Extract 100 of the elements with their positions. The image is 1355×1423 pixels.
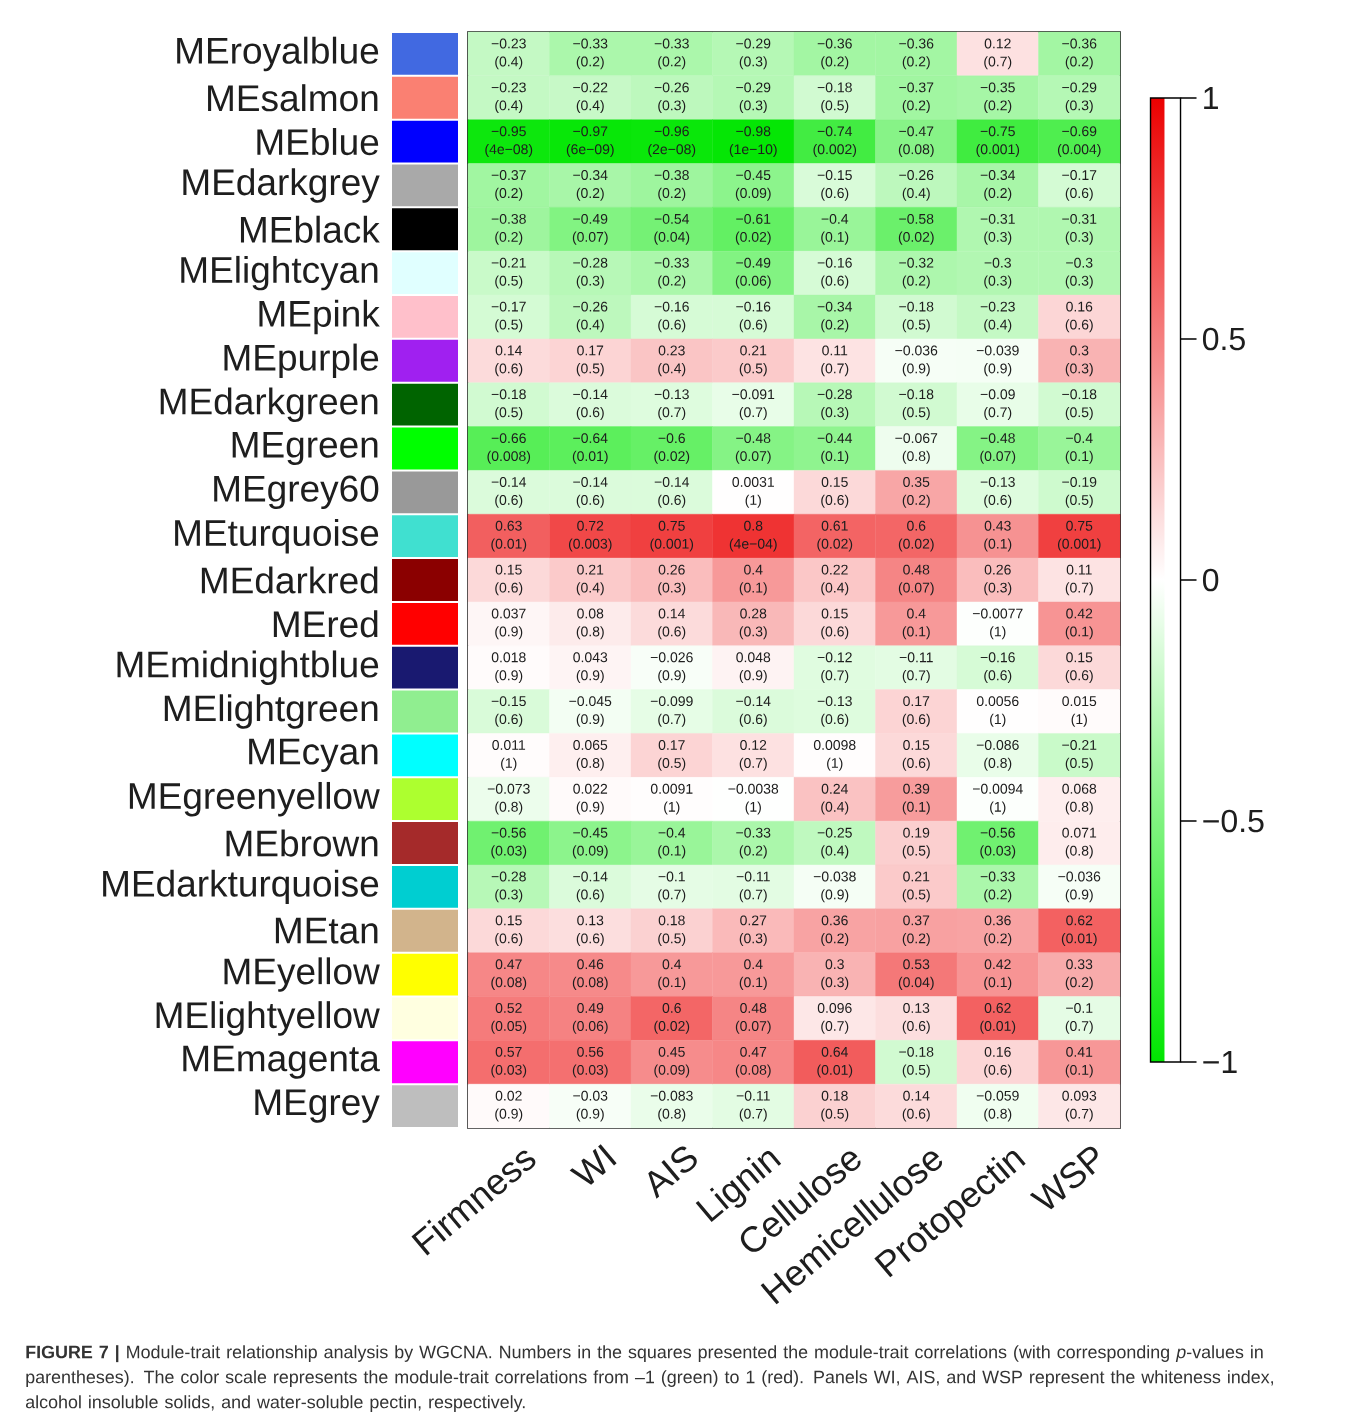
data-label: 0.28 (0.3) <box>739 608 767 640</box>
y-tick-label: MEred <box>273 610 378 638</box>
data-label: 0.048 (0.9) <box>736 652 771 684</box>
color-bar-label: 0 <box>1202 568 1219 592</box>
data-label: 0.21 (0.5) <box>902 871 930 903</box>
y-tick-label: MEyellow <box>224 957 380 992</box>
data-label: −0.11 (0.7) <box>899 652 933 684</box>
data-label: −0.059 (0.8) <box>976 1090 1019 1122</box>
y-tick-label: MEgreenyellow <box>129 781 380 817</box>
data-label: 0.15 (0.6) <box>821 608 849 640</box>
data-label: 0.13 (0.6) <box>902 1003 930 1034</box>
data-label: −0.073 (0.8) <box>487 783 530 815</box>
data-label: 0.0091 (1) <box>650 783 693 815</box>
data-label: −0.31 (0.3) <box>980 213 1015 245</box>
data-label: −0.49 (0.07) <box>572 213 608 245</box>
data-label: −0.48 (0.07) <box>735 433 771 464</box>
data-label: 0.47 (0.08) <box>491 959 527 990</box>
data-label: −0.37 (0.2) <box>899 82 934 114</box>
y-tick-label: MEpink <box>259 299 380 335</box>
data-label: −0.091 (0.7) <box>732 389 775 420</box>
data-label: 0.75 (0.001) <box>1057 520 1101 552</box>
data-label: −0.13 (0.6) <box>980 476 1015 508</box>
data-label: −0.18 (0.5) <box>491 389 526 420</box>
data-label: −0.036 (0.9) <box>1058 871 1101 903</box>
data-label: −0.045 (0.9) <box>569 696 612 727</box>
data-label: −0.56 (0.03) <box>491 827 527 859</box>
data-label: −0.4 (0.1) <box>821 213 849 245</box>
data-label: −0.66 (0.008) <box>487 433 531 464</box>
x-tick-label: AIS <box>648 1146 697 1199</box>
data-label: −0.96 (2e−08) <box>648 126 696 157</box>
data-label: −0.37 (0.2) <box>491 170 526 201</box>
data-label: −0.48 (0.07) <box>980 433 1016 464</box>
x-tick-label: WI <box>569 1144 617 1185</box>
data-label: −0.49 (0.06) <box>735 257 771 289</box>
data-label: 0.37 (0.2) <box>902 915 930 947</box>
data-label: −0.15 (0.6) <box>491 696 526 727</box>
data-label: −0.38 (0.2) <box>654 170 689 201</box>
data-label: 0.75 (0.001) <box>650 520 694 552</box>
data-label: −0.58 (0.02) <box>898 213 934 245</box>
data-label: −0.33 (0.2) <box>654 38 689 70</box>
data-label: 0.46 (0.08) <box>572 959 608 990</box>
y-tick-label: MEgreen <box>232 431 378 466</box>
data-label: 0.48 (0.07) <box>898 564 934 596</box>
data-label: 0.62 (0.01) <box>980 1003 1016 1034</box>
data-label: −0.6 (0.02) <box>654 433 690 464</box>
data-label: −0.0077 (1) <box>972 608 1023 640</box>
data-label: −0.26 (0.3) <box>654 82 689 114</box>
data-label: −0.18 (0.5) <box>899 1046 934 1078</box>
data-label: −0.14 (0.6) <box>573 389 608 420</box>
data-label: −0.47 (0.08) <box>898 126 934 157</box>
data-label: −0.45 (0.09) <box>735 170 771 201</box>
data-label: 0.071 (0.8) <box>1062 827 1097 859</box>
data-label: −0.31 (0.3) <box>1062 213 1097 245</box>
y-tick-label: MEgrey <box>255 1089 380 1123</box>
data-label: 0.068 (0.8) <box>1062 783 1097 815</box>
data-label: 0.33 (0.2) <box>1065 959 1093 990</box>
data-label: −0.083 (0.8) <box>650 1090 693 1122</box>
data-label: 0.6 (0.02) <box>898 520 934 552</box>
data-label: −0.13 (0.7) <box>654 389 689 420</box>
data-label: 0.47 (0.08) <box>735 1046 771 1078</box>
data-label: 0.19 (0.5) <box>902 827 930 859</box>
data-label: 0.14 (0.6) <box>658 608 686 640</box>
data-label: −0.14 (0.6) <box>573 476 608 508</box>
data-label: −0.4 (0.1) <box>1065 433 1093 464</box>
data-label: −0.28 (0.3) <box>491 871 526 903</box>
data-label: −0.26 (0.4) <box>899 170 934 201</box>
data-label: −0.34 (0.2) <box>817 301 853 333</box>
data-label: 0.22 (0.4) <box>821 564 849 596</box>
data-label: −0.35 (0.2) <box>980 82 1015 114</box>
color-bar-label: −0.5 <box>1203 809 1264 833</box>
data-label: −0.38 (0.2) <box>491 213 526 245</box>
data-label: −0.18 (0.5) <box>817 82 852 114</box>
data-label: −0.33 (0.2) <box>980 871 1015 903</box>
data-label: −0.17 (0.6) <box>1062 170 1097 201</box>
data-label: 0.42 (0.1) <box>1065 608 1093 640</box>
data-label: 0.62 (0.01) <box>1061 915 1097 947</box>
data-label: −0.69 (0.004) <box>1057 126 1101 157</box>
data-label: 0.3 (0.3) <box>821 959 849 990</box>
data-label: 0.12 (0.7) <box>739 740 767 771</box>
data-label: −0.64 (0.01) <box>572 433 608 464</box>
data-label: −0.18 (0.5) <box>899 389 934 420</box>
data-label: 0.42 (0.1) <box>984 959 1012 990</box>
data-label: 0.4 (0.1) <box>902 608 930 640</box>
data-label: 0.15 (0.6) <box>495 915 523 947</box>
data-label: 0.61 (0.02) <box>817 520 853 552</box>
data-label: 0.23 (0.4) <box>658 345 686 377</box>
data-label: 0.0098 (1) <box>813 740 856 771</box>
data-label: −0.1 (0.7) <box>658 871 686 903</box>
y-tick-label: MElightcyan <box>181 255 378 291</box>
data-label: −0.36 (0.2) <box>899 38 934 70</box>
data-label: −0.23 (0.4) <box>491 82 526 114</box>
data-label: 0.35 (0.2) <box>902 476 930 508</box>
data-label: −0.28 (0.3) <box>573 257 608 289</box>
data-label: 0.093 (0.7) <box>1062 1090 1097 1122</box>
y-tick-label: MEblack <box>240 215 380 243</box>
data-label: 0.11 (0.7) <box>1065 564 1093 596</box>
data-label: 0.45 (0.09) <box>654 1046 690 1078</box>
data-label: 0.4 (0.1) <box>739 564 767 596</box>
data-label: 0.64 (0.01) <box>817 1046 853 1078</box>
data-label: −0.13 (0.6) <box>817 696 852 727</box>
